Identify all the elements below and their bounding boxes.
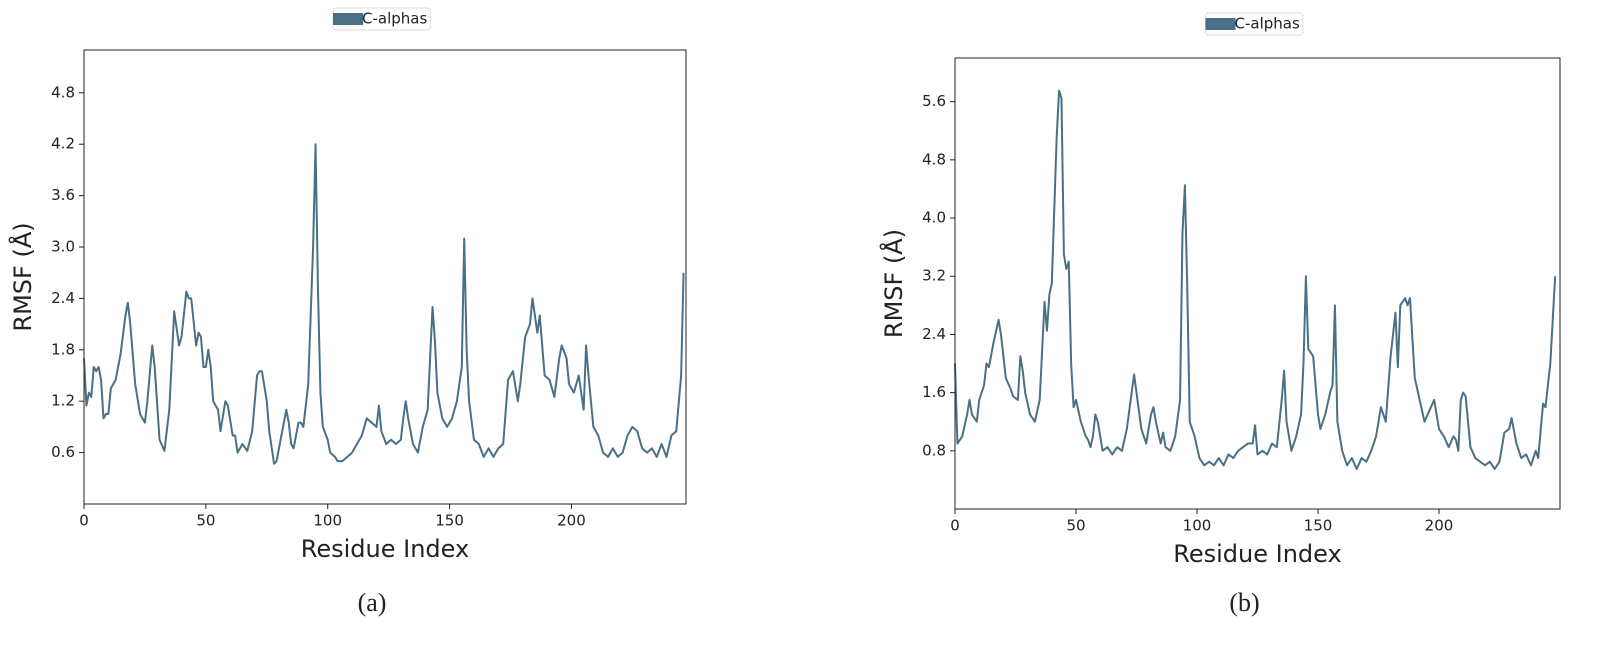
y-tick-label: 1.8: [51, 340, 75, 358]
y-tick-label: 5.6: [922, 92, 946, 110]
y-tick-label: 3.6: [51, 186, 75, 204]
caption: (a): [358, 588, 387, 617]
x-axis-label: Residue Index: [1173, 540, 1341, 568]
legend-label: C-alphas: [362, 10, 427, 28]
legend-swatch: [1205, 18, 1236, 30]
caption: (b): [1229, 588, 1259, 617]
x-tick-label: 200: [1425, 517, 1454, 535]
y-tick-label: 3.0: [51, 238, 75, 256]
y-tick-label: 4.2: [51, 135, 75, 153]
y-tick-label: 4.0: [922, 209, 946, 227]
legend-label: C-alphas: [1235, 15, 1300, 33]
y-tick-label: 0.6: [51, 443, 75, 461]
y-axis-label: RMSF (Å): [8, 222, 37, 331]
y-tick-label: 0.8: [922, 441, 946, 459]
x-tick-label: 0: [950, 517, 960, 535]
y-tick-label: 2.4: [922, 325, 946, 343]
x-tick-label: 150: [1304, 517, 1333, 535]
x-axis-label: Residue Index: [301, 535, 469, 563]
legend: C-alphas: [332, 7, 431, 31]
y-tick-label: 2.4: [51, 289, 75, 307]
legend: C-alphas: [1205, 12, 1304, 36]
x-tick-label: 50: [196, 512, 215, 530]
y-tick-label: 4.8: [922, 150, 946, 168]
chart-panel: 0 50 100 150 200 0.6 1.2 1.8 2.4 3.0 3.6 4.2 4.8 Resi…: [8, 7, 687, 617]
x-tick-label: 0: [79, 512, 89, 530]
x-tick-label: 100: [1183, 517, 1212, 535]
plot-frame: [83, 49, 687, 505]
x-tick-label: 150: [435, 512, 464, 530]
y-tick-label: 1.6: [922, 383, 946, 401]
x-tick-label: 100: [313, 512, 342, 530]
x-tick-label: 200: [557, 512, 586, 530]
y-tick-label: 3.2: [922, 267, 946, 285]
y-tick-label: 1.2: [51, 392, 75, 410]
data-line: [83, 143, 685, 465]
legend-swatch: [333, 13, 363, 25]
y-axis-label: RMSF (Å): [879, 229, 908, 338]
plot-frame: [954, 57, 1561, 510]
x-tick-label: 50: [1066, 517, 1085, 535]
y-tick-label: 4.8: [51, 83, 75, 101]
chart-panel: 0 50 100 150 200 0.8 1.6 2.4 3.2 4.0 4.8 5.6 Residue…: [879, 12, 1561, 617]
data-line: [954, 89, 1557, 470]
